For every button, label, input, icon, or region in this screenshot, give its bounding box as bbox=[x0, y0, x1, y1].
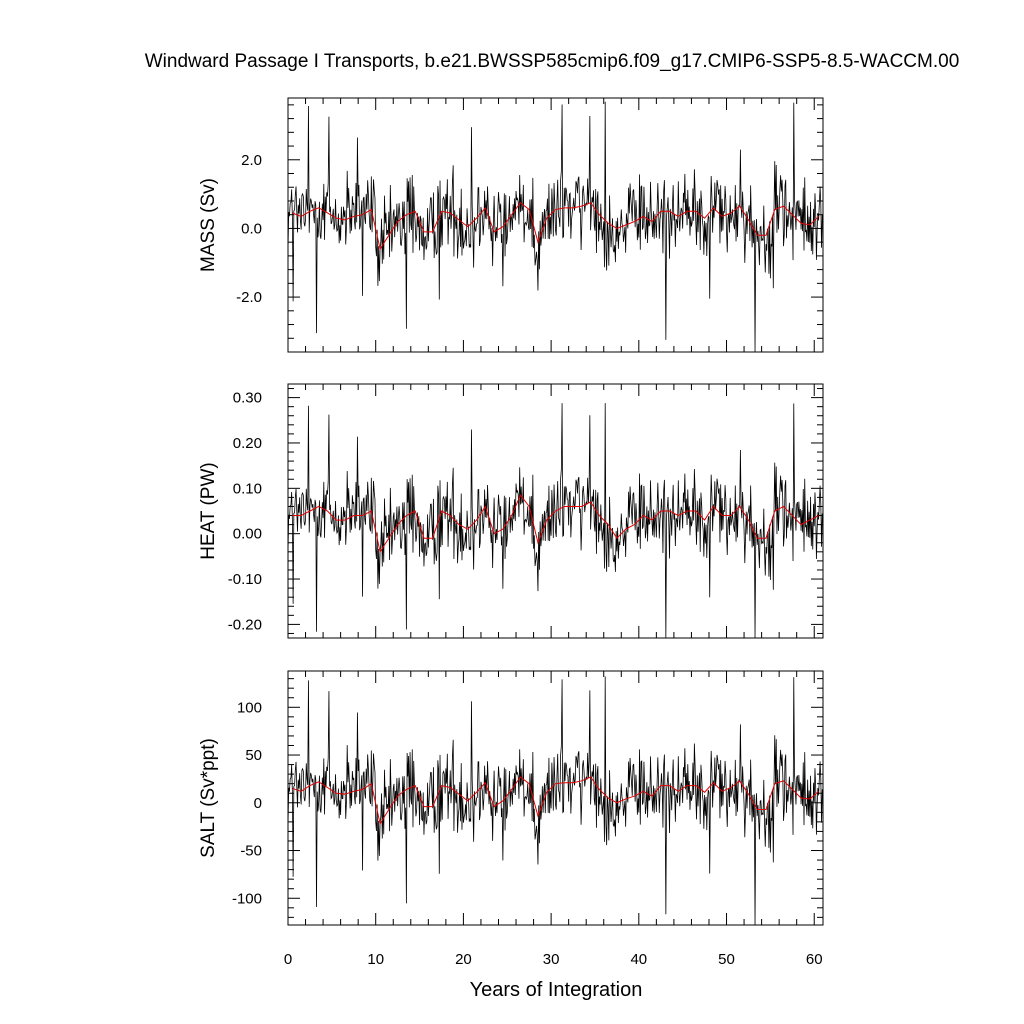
x-tick-label: 50 bbox=[718, 951, 735, 968]
salt-panel: 100 50 0 -50 -100 SALT (Sv*ppt) bbox=[198, 670, 824, 926]
y-tick-label: 0.0 bbox=[241, 220, 262, 237]
x-axis-label: Years of Integration bbox=[470, 979, 643, 1001]
plot-frame bbox=[287, 383, 824, 639]
annual-mean-line bbox=[292, 776, 819, 826]
x-tick-label: 20 bbox=[455, 951, 472, 968]
monthly-series-line bbox=[288, 676, 823, 925]
y-tick-label: -2.0 bbox=[236, 289, 262, 306]
x-tick-label: 30 bbox=[543, 951, 560, 968]
chart-title: Windward Passage I Transports, b.e21.BWS… bbox=[145, 51, 960, 72]
y-tick-label: 0.00 bbox=[233, 526, 262, 543]
monthly-series-line bbox=[288, 403, 823, 638]
x-tick-label: 10 bbox=[367, 951, 384, 968]
y-tick-label: -0.10 bbox=[228, 571, 262, 588]
plot-frame bbox=[287, 670, 824, 926]
y-tick-label: 100 bbox=[237, 699, 262, 716]
y-tick-label: -100 bbox=[232, 890, 262, 907]
plot-frame bbox=[287, 97, 824, 353]
annual-mean-line bbox=[292, 201, 819, 251]
x-tick-labels: 0 10 20 30 40 50 60 bbox=[284, 951, 823, 968]
y-tick-label: 0.30 bbox=[233, 390, 262, 407]
y-tick-label: 0.10 bbox=[233, 480, 262, 497]
x-tick-label: 0 bbox=[284, 951, 292, 968]
y-tick-label: -50 bbox=[240, 843, 262, 860]
monthly-series-line bbox=[288, 101, 823, 352]
y-axis-label: MASS (Sv) bbox=[198, 178, 219, 272]
y-tick-label: 2.0 bbox=[241, 152, 262, 169]
x-tick-label: 60 bbox=[806, 951, 823, 968]
y-tick-label: 0.20 bbox=[233, 435, 262, 452]
y-tick-label: 0 bbox=[254, 795, 262, 812]
y-axis-label: HEAT (PW) bbox=[198, 462, 219, 559]
x-tick-label: 40 bbox=[630, 951, 647, 968]
y-tick-label: -0.20 bbox=[228, 616, 262, 633]
mass-panel: 2.0 0.0 -2.0 MASS (Sv) bbox=[198, 97, 824, 353]
annual-mean-line bbox=[292, 494, 819, 554]
heat-panel: 0.30 0.20 0.10 0.00 -0.10 -0.20 HEAT (PW) bbox=[198, 383, 824, 639]
y-tick-label: 50 bbox=[245, 747, 262, 764]
y-axis-label: SALT (Sv*ppt) bbox=[198, 738, 219, 858]
